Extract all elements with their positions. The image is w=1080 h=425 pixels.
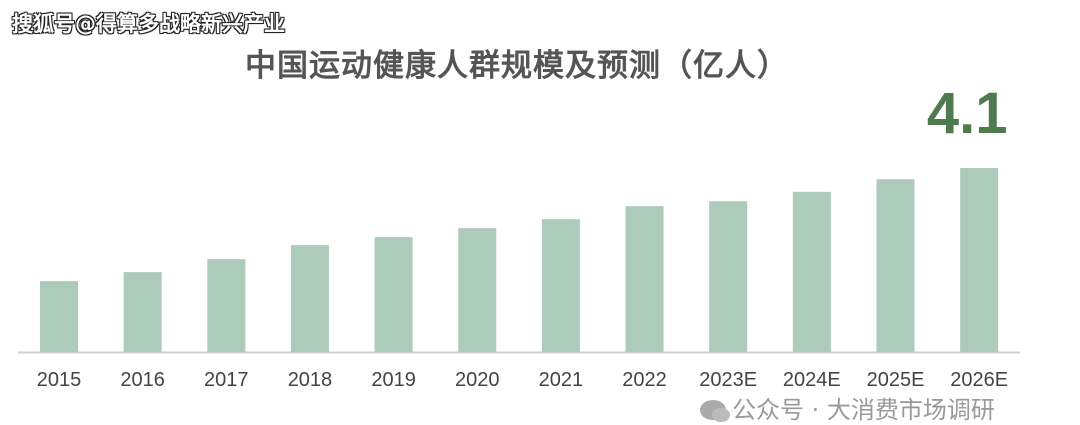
bar-2020 bbox=[458, 228, 497, 352]
chart-title: 中国运动健康人群规模及预测（亿人） bbox=[245, 48, 789, 84]
x-tick-label: 2017 bbox=[204, 369, 249, 391]
watermark-text: 公众号 · 大消费市场调研 bbox=[732, 396, 995, 424]
bar-2024E bbox=[792, 191, 831, 352]
x-tick-label: 2025E bbox=[867, 369, 925, 391]
x-tick-label: 2018 bbox=[288, 369, 333, 391]
x-tick-label: 2020 bbox=[455, 369, 500, 391]
x-tick-label: 2023E bbox=[699, 369, 757, 391]
bar-2015 bbox=[40, 281, 78, 352]
x-tick-label: 2022 bbox=[622, 369, 667, 391]
bar-2019 bbox=[374, 237, 413, 352]
x-tick-label: 2021 bbox=[539, 369, 584, 391]
bar-2026E bbox=[960, 168, 999, 352]
x-tick-label: 2015 bbox=[37, 369, 82, 391]
x-tick-label: 2024E bbox=[783, 369, 841, 391]
bar-2022 bbox=[625, 206, 664, 352]
bar-2023E bbox=[709, 201, 748, 352]
source-label: 搜狐号@得算多战略新兴产业 bbox=[12, 12, 285, 36]
x-tick-label: 2026E bbox=[950, 369, 1008, 391]
bar-2021 bbox=[541, 219, 580, 352]
bar-2025E bbox=[876, 179, 915, 352]
bar-2018 bbox=[290, 245, 329, 352]
data-label-annotation: 4.1 bbox=[927, 81, 1008, 146]
watermark: 公众号 · 大消费市场调研 bbox=[700, 396, 995, 424]
bar-2016 bbox=[123, 272, 162, 352]
wechat-icon bbox=[700, 400, 730, 422]
x-tick-label: 2016 bbox=[120, 369, 165, 391]
x-tick-label: 2019 bbox=[371, 369, 416, 391]
bar-2017 bbox=[207, 259, 246, 352]
